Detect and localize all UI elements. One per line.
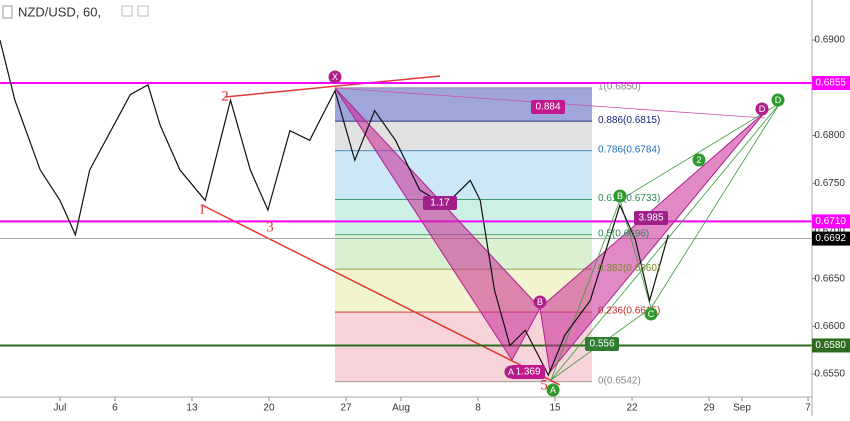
price-line-tag	[812, 338, 850, 353]
x-tick-label: 6	[112, 403, 118, 414]
fib-label: 0.786(0.6784)	[598, 144, 660, 155]
y-tick-label: 0.6750	[814, 178, 845, 189]
ratio-box	[531, 100, 565, 114]
fib-label: 0.382(0.6660)	[598, 263, 660, 274]
point-marker	[546, 383, 560, 397]
x-tick-label: 29	[703, 403, 715, 414]
fib-label: 1(0.6850)	[598, 81, 641, 92]
price-line-tag	[812, 76, 850, 91]
ratio-box	[511, 365, 545, 379]
menu-icon[interactable]	[2, 5, 13, 19]
y-tick-label: 0.6550	[814, 369, 845, 380]
y-tick-label: 0.6800	[814, 130, 845, 141]
ratio-label: 0.556	[589, 339, 614, 350]
y-tick-label: 0.6650	[814, 273, 845, 284]
point-marker	[613, 189, 627, 203]
y-tick-label: 0.6900	[814, 35, 845, 46]
fib-label: 0.5(0.6696)	[598, 228, 649, 239]
x-tick-label: 22	[626, 403, 638, 414]
point-label: A	[508, 367, 514, 377]
pattern-bcd	[539, 111, 766, 374]
fib-band	[335, 150, 592, 200]
price-line-label: 0.6710	[815, 216, 846, 227]
point-marker	[328, 70, 342, 84]
price-series	[0, 39, 669, 377]
point-marker	[533, 295, 547, 309]
point-marker	[755, 102, 769, 116]
ratio-label: 0.884	[535, 102, 560, 113]
ratio-label: 1.369	[515, 367, 540, 378]
pattern-leg	[550, 102, 781, 381]
settings-icon[interactable]	[121, 5, 133, 17]
x-tick-label: Aug	[392, 403, 410, 414]
point-label: C	[648, 309, 655, 319]
x-tick-label: 13	[186, 403, 198, 414]
x-tick-label: 27	[340, 403, 352, 414]
fib-label: 0.618(0.6733)	[598, 193, 660, 204]
trend-line	[201, 204, 561, 386]
trend-line	[224, 75, 441, 98]
fib-label: 0.886(0.6815)	[598, 115, 660, 126]
price-line-label: 0.6855	[815, 78, 846, 89]
point-label: X	[332, 72, 338, 82]
point-label: D	[775, 95, 782, 105]
point-label: D	[759, 104, 766, 114]
price-line-tag	[812, 214, 850, 229]
price-line-label: 0.6692	[815, 233, 846, 244]
point-marker	[504, 365, 518, 379]
point-label: B	[617, 191, 623, 201]
ratio-box	[634, 211, 668, 225]
chart-title: NZD/USD, 60,	[18, 4, 101, 19]
y-tick-label: 0.6700	[814, 226, 845, 237]
y-tick-label: 0.6600	[814, 321, 845, 332]
point-label: A	[550, 385, 556, 395]
ratio-label: 3.985	[638, 213, 663, 224]
settings-icon[interactable]	[137, 5, 149, 17]
ratio-box	[585, 337, 619, 351]
point-label: B	[537, 297, 543, 307]
price-line-tag	[812, 231, 850, 246]
ratio-box	[423, 196, 457, 210]
price-line-label: 0.6580	[815, 340, 846, 351]
wave-label: 1	[198, 201, 206, 217]
x-tick-label: 15	[549, 403, 561, 414]
pattern-leg	[550, 199, 621, 381]
x-tick-label: 7	[805, 403, 811, 414]
fib-label: 0.236(0.6615)	[598, 306, 660, 317]
ratio-label: 1.17	[430, 198, 450, 209]
pattern-leg	[619, 102, 781, 201]
x-tick-label: Sep	[733, 403, 751, 414]
x-tick-label: 20	[263, 403, 275, 414]
wave-label: 5	[540, 377, 548, 393]
point-marker	[692, 153, 706, 167]
point-marker	[644, 307, 658, 321]
x-tick-label: Jul	[54, 403, 67, 414]
point-label: 2	[696, 155, 701, 165]
x-tick-label: 8	[475, 403, 481, 414]
point-marker	[771, 93, 785, 107]
wave-label: 3	[266, 219, 274, 235]
fib-label: 0(0.6542)	[598, 375, 641, 386]
pattern-leg	[650, 102, 781, 309]
wave-label: 2	[221, 88, 229, 104]
